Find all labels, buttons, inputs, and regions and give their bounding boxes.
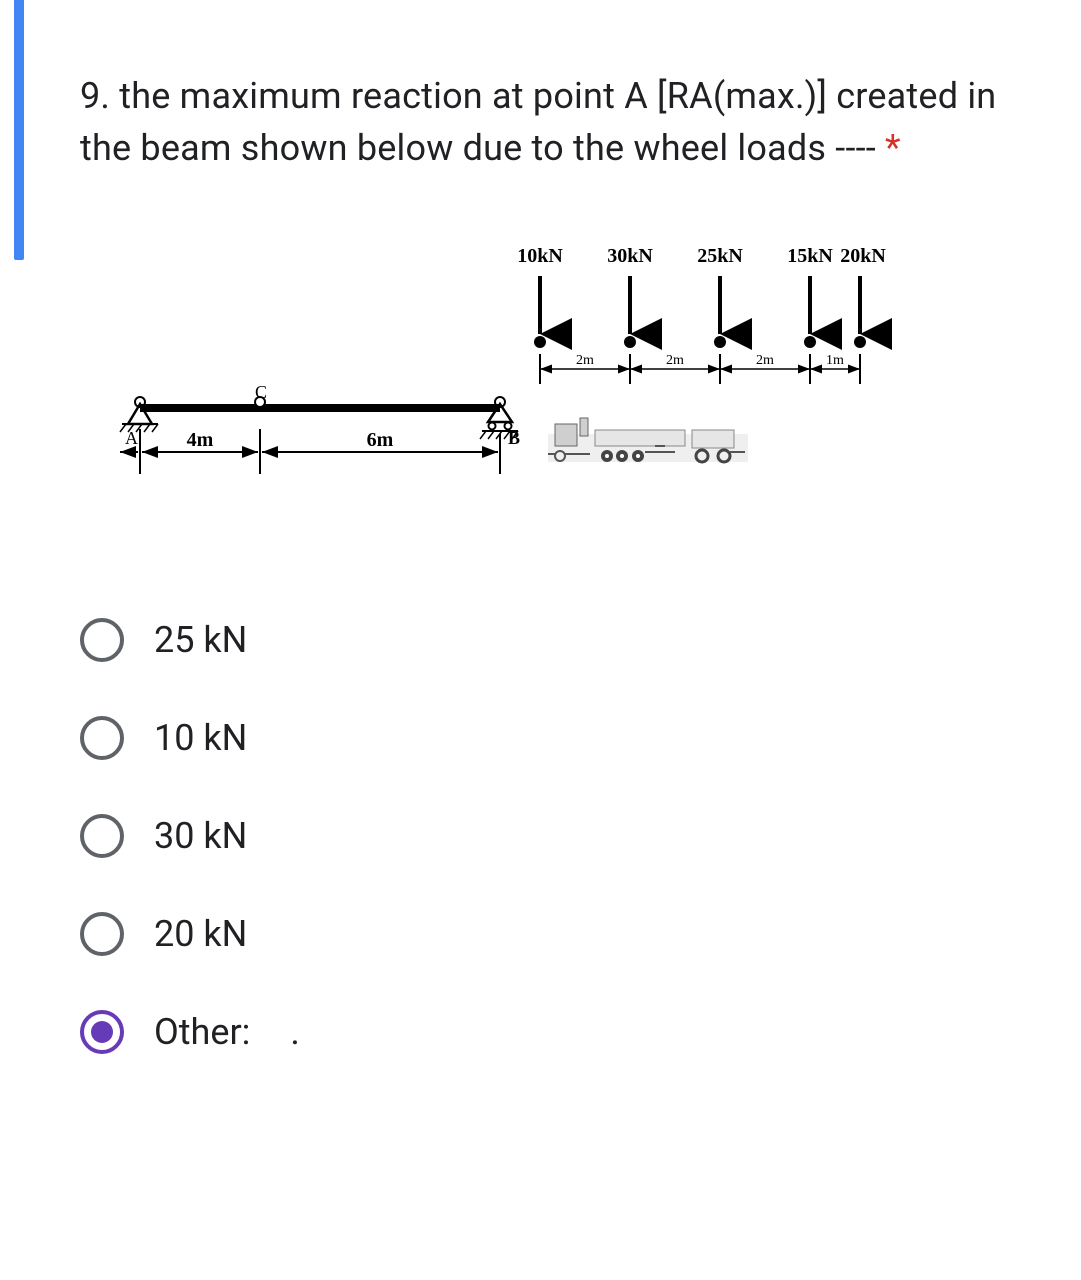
option-row-other[interactable]: Other: . [80,1006,1021,1058]
option-label: 10 kN [154,717,247,759]
diagram-area: 10kN 30kN 25kN 15kN 20kN [80,234,1021,564]
load-dot [624,336,636,348]
load-dot [804,336,816,348]
option-label: 30 kN [154,815,247,857]
diagram-svg: 10kN 30kN 25kN 15kN 20kN [80,234,950,514]
question-text: 9. the maximum reaction at point A [RA(m… [80,70,1021,174]
option-row[interactable]: 25 kN [80,614,1021,666]
dim-label-ac: 4m [187,429,214,451]
radio-icon[interactable] [80,814,124,858]
required-asterisk: * [885,127,901,169]
option-row[interactable]: 20 kN [80,908,1021,960]
beam-label-b: B [508,428,520,448]
radio-icon[interactable] [80,618,124,662]
beam-label-c: C [255,382,267,402]
options-list: 25 kN 10 kN 30 kN 20 kN Other: . [80,614,1021,1058]
dim-label-cb: 6m [367,429,394,451]
load-dot [534,336,546,348]
spacing-label: 1m [826,353,844,368]
load-label: 10kN [517,245,563,267]
radio-icon[interactable] [80,912,124,956]
option-label: 25 kN [154,619,247,661]
load-dot [714,336,726,348]
option-row[interactable]: 30 kN [80,810,1021,862]
spacing-label: 2m [576,353,594,368]
beam-bar [140,404,500,412]
accent-bar [14,0,24,260]
question-text-value: 9. the maximum reaction at point A [RA(m… [80,75,996,169]
beam-label-a: A [125,428,138,448]
spacing-label: 2m [756,353,774,368]
question-content: 9. the maximum reaction at point A [RA(m… [80,70,1021,1058]
option-label: Other: [154,1011,250,1053]
load-label: 15kN [787,245,833,267]
truck-icon [548,418,748,462]
radio-icon[interactable] [80,716,124,760]
spacing-label: 2m [666,353,684,368]
load-label: 30kN [607,245,653,267]
load-label: 25kN [697,245,743,267]
load-dot [854,336,866,348]
option-label: 20 kN [154,913,247,955]
radio-icon[interactable] [80,1010,124,1054]
option-row[interactable]: 10 kN [80,712,1021,764]
form-question-card: 9. the maximum reaction at point A [RA(m… [0,0,1081,1280]
load-label: 20kN [840,245,886,267]
other-input-value[interactable]: . [290,1011,300,1053]
